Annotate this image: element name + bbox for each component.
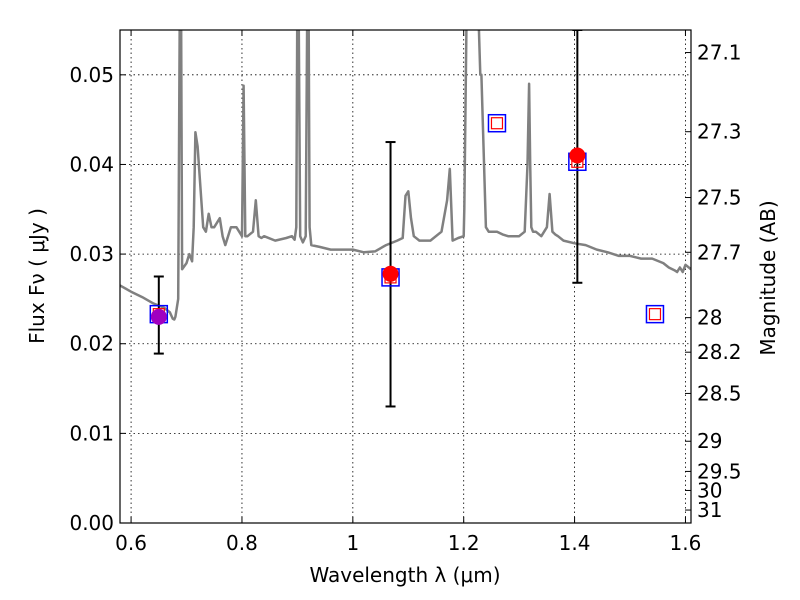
y-tick-label: 0.04 [69, 152, 114, 176]
right-tick-label: 28.5 [697, 381, 742, 405]
y-tick-label: 0.05 [69, 63, 114, 87]
grid-group [120, 30, 691, 524]
x-tick-label: 0.6 [115, 531, 147, 555]
model-point-inner-square [648, 308, 662, 321]
x-tick-labels: 0.6 0.8 1 1.2 1.4 1.6 [115, 531, 701, 555]
model-point-inner-square [490, 117, 504, 130]
right-tick-label: 29.5 [697, 459, 742, 483]
observed-point [569, 147, 586, 164]
y-tick-label: 0.00 [69, 511, 114, 535]
y-tick-label: 0.01 [69, 421, 114, 445]
right-tick-label: 31 [697, 498, 722, 522]
model-point-outer-square [645, 304, 665, 324]
spectrum-group [120, 30, 691, 321]
y-axis-title: Flux Fν ( μJy ) [25, 208, 49, 344]
y-tick-labels: 0.00 0.01 0.02 0.03 0.04 0.05 [69, 63, 114, 535]
y-tick-label: 0.02 [69, 332, 114, 356]
observed-point [150, 308, 167, 325]
right-tick-label: 27.5 [697, 186, 742, 210]
errorbars-group [153, 30, 583, 408]
model-points-group [149, 113, 665, 324]
model-spectrum-line [120, 30, 691, 321]
observed-points-group [150, 147, 586, 325]
model-point-outer-square [487, 113, 507, 133]
right-tick-label: 27.7 [697, 240, 742, 264]
right-tick-label: 27.3 [697, 120, 742, 144]
x-tick-label: 1.6 [670, 531, 702, 555]
x-tick-label: 1.4 [559, 531, 591, 555]
right-tick-label: 28 [697, 306, 722, 330]
y-tick-label: 0.03 [69, 242, 114, 266]
right-tick-label: 28.2 [697, 340, 742, 364]
plot-frame [119, 29, 692, 524]
right-tick-label: 27.1 [697, 41, 742, 65]
right-tick-label: 29 [697, 429, 722, 453]
x-tick-label: 1 [346, 531, 359, 555]
x-tick-label: 0.8 [226, 531, 258, 555]
x-axis-title: Wavelength λ (μm) [309, 563, 500, 587]
observed-point [382, 265, 399, 282]
right-axis-title: Magnitude (AB) [756, 200, 780, 355]
ticks-group [120, 30, 691, 524]
right-tick-label: 30 [697, 478, 722, 502]
x-tick-label: 1.2 [448, 531, 480, 555]
